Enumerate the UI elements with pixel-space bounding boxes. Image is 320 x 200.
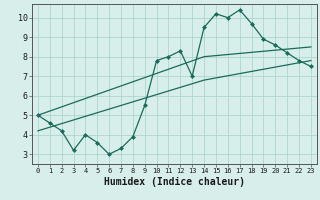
X-axis label: Humidex (Indice chaleur): Humidex (Indice chaleur) (104, 177, 245, 187)
